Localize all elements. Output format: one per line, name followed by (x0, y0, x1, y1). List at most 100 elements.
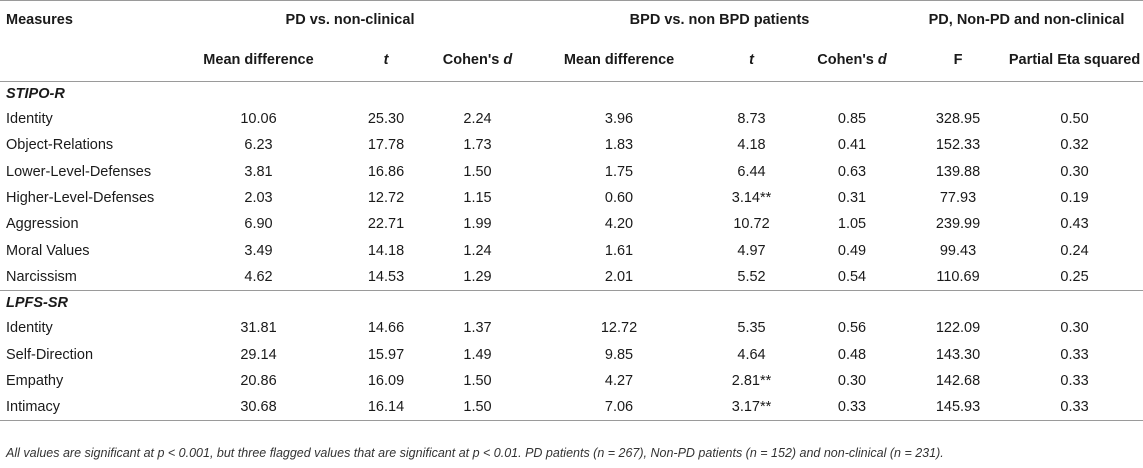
row-label: Lower-Level-Defenses (6, 163, 152, 180)
table-cell: 8.73 (737, 111, 766, 128)
table-cell: 20.86 (240, 372, 277, 389)
table-cell: 0.63 (837, 163, 867, 180)
table-cell: 0.33 (1060, 346, 1089, 363)
table-cell: 25.30 (367, 111, 405, 128)
table-cell: 4.27 (604, 372, 634, 389)
header-group-row: Measures PD vs. non-clinical BPD vs. non… (0, 0, 1143, 40)
section-row: STIPO-R (0, 82, 1143, 107)
col-cohens-d-2: Cohen's d (817, 52, 887, 68)
table-cell: 1.24 (463, 242, 492, 259)
table-cell: 14.53 (367, 268, 405, 285)
table-row: Identity 10.06 25.30 2.24 3.96 8.73 0.85 328.95… (0, 106, 1143, 132)
table-cell: 3.96 (604, 111, 634, 128)
table-cell: 0.56 (837, 320, 867, 337)
table-cell: 1.50 (463, 163, 492, 180)
table-cell: 143.30 (935, 346, 981, 363)
table-cell: 0.30 (1060, 163, 1089, 180)
table-cell: 145.93 (935, 399, 981, 416)
col-partial-eta-squared: Partial Eta squared (1008, 52, 1141, 68)
table-footnote: All values are significant at p < 0.001,… (6, 446, 944, 460)
row-label: Self-Direction (6, 346, 94, 363)
table-row: Narcissism 4.62 14.53 1.29 2.01 5.52 0.54 110.6… (0, 264, 1143, 291)
table-cell: 6.90 (244, 216, 273, 233)
table-cell: 12.72 (367, 190, 405, 207)
table-cell: 31.81 (240, 320, 277, 337)
table-cell: 2.03 (244, 190, 273, 207)
table-cell: 0.33 (837, 399, 867, 416)
table-cell: 0.19 (1060, 190, 1089, 207)
table-row: Identity 31.81 14.66 1.37 12.72 5.35 0.56 122.0… (0, 315, 1143, 341)
table-cell: 1.75 (604, 163, 634, 180)
col-mean-difference-1: Mean difference (203, 52, 314, 68)
table-row: Moral Values 3.49 14.18 1.24 1.61 4.97 0.49 99.… (0, 237, 1143, 263)
header-column-row: Mean difference t Cohen's d Mean differe… (0, 39, 1143, 82)
table-row: Object-Relations 6.23 17.78 1.73 1.83 4.18 0.4… (0, 132, 1143, 158)
results-table: Measures PD vs. non-clinical BPD vs. non… (0, 0, 1143, 421)
table-cell: 9.85 (604, 346, 634, 363)
table-cell: 17.78 (367, 137, 405, 154)
table-row: Lower-Level-Defenses 3.81 16.86 1.50 1.75 6.4… (0, 159, 1143, 185)
table-cell: 77.93 (939, 190, 977, 207)
table-cell: 14.18 (367, 242, 405, 259)
table-cell: 4.20 (604, 216, 634, 233)
table-cell: 1.50 (463, 372, 492, 389)
table-cell: 4.97 (737, 242, 766, 259)
table-cell: 0.33 (1060, 399, 1089, 416)
table-cell: 0.33 (1060, 372, 1089, 389)
table-cell: 239.99 (935, 216, 981, 233)
table-cell: 1.05 (837, 216, 867, 233)
row-label: Identity (6, 320, 53, 337)
table-body: STIPO-R Identity 10.06 25.30 2.24 3.96 8.73 0.8… (0, 82, 1143, 421)
table-cell: 0.54 (837, 268, 867, 285)
table-row: Higher-Level-Defenses 2.03 12.72 1.15 0.60 3.… (0, 185, 1143, 211)
col-t-2: t (749, 52, 754, 68)
table-cell: 1.37 (463, 320, 492, 337)
table-cell: 22.71 (367, 216, 405, 233)
row-label: Aggression (6, 216, 79, 233)
row-label: Narcissism (6, 268, 77, 285)
table-cell: 6.44 (737, 163, 766, 180)
table-cell: 14.66 (367, 320, 405, 337)
table-cell: 15.97 (367, 346, 405, 363)
table-cell: 3.49 (244, 242, 273, 259)
table-cell: 0.32 (1060, 137, 1089, 154)
table-row: Empathy 20.86 16.09 1.50 4.27 2.81** 0.30 142.6… (0, 368, 1143, 394)
table-cell: 1.99 (463, 216, 492, 233)
table-cell: 16.14 (367, 399, 405, 416)
table-cell: 6.23 (244, 137, 273, 154)
group-header-bpd-vs-nonbpd: BPD vs. non BPD patients (629, 12, 810, 28)
table-cell: 0.31 (837, 190, 867, 207)
table-cell: 1.50 (463, 399, 492, 416)
table-cell: 4.62 (244, 268, 273, 285)
table-cell: 1.83 (604, 137, 634, 154)
table-cell: 4.18 (737, 137, 766, 154)
table-row: Intimacy 30.68 16.14 1.50 7.06 3.17** 0.33 145.… (0, 394, 1143, 421)
table-cell: 0.85 (837, 111, 867, 128)
table-cell: 3.17** (731, 399, 772, 416)
table-cell: 139.88 (935, 163, 981, 180)
row-label: Higher-Level-Defenses (6, 190, 155, 207)
table-cell: 0.25 (1060, 268, 1089, 285)
table-cell: 29.14 (240, 346, 277, 363)
table-cell: 16.09 (367, 372, 405, 389)
table-cell: 1.29 (463, 268, 492, 285)
section-title: STIPO-R (6, 86, 65, 102)
row-label: Object-Relations (6, 137, 114, 154)
table-cell: 99.43 (939, 242, 977, 259)
measures-header: Measures (6, 12, 73, 28)
table-row: Self-Direction 29.14 15.97 1.49 9.85 4.64 0.48… (0, 341, 1143, 367)
table-cell: 30.68 (240, 399, 277, 416)
table-cell: 16.86 (367, 163, 405, 180)
table-cell: 3.81 (244, 163, 273, 180)
table-cell: 1.73 (463, 137, 492, 154)
table-cell: 0.48 (837, 346, 867, 363)
table-cell: 0.24 (1060, 242, 1089, 259)
table-cell: 2.81** (731, 372, 772, 389)
table-cell: 1.15 (463, 190, 492, 207)
table-cell: 0.30 (1060, 320, 1089, 337)
table-cell: 0.41 (837, 137, 867, 154)
table-cell: 122.09 (935, 320, 981, 337)
col-f: F (953, 52, 963, 68)
group-header-three-groups: PD, Non-PD and non-clinical (928, 12, 1125, 28)
